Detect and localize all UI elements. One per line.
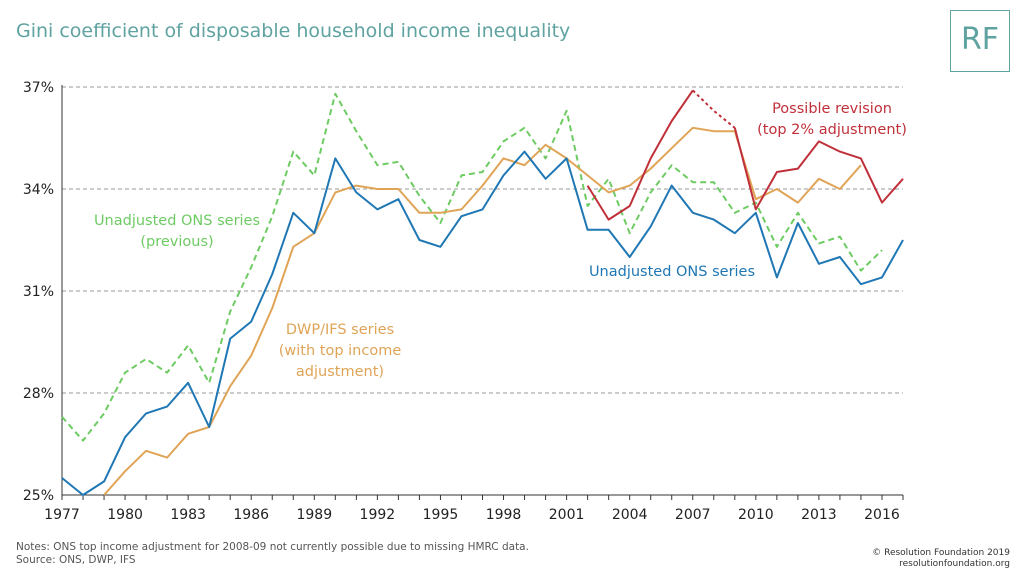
- annotation-ons: Unadjusted ONS series: [589, 264, 755, 280]
- annotation-dwp: (with top income: [279, 343, 402, 359]
- website-line: resolutionfoundation.org: [899, 559, 1010, 569]
- y-tick-label: 25%: [23, 488, 54, 504]
- annotation-revision: Possible revision: [772, 101, 892, 117]
- x-tick-label: 2010: [738, 507, 774, 523]
- x-tick-label: 1986: [233, 507, 269, 523]
- x-tick-label: 1989: [296, 507, 332, 523]
- x-tick-label: 1992: [360, 507, 396, 523]
- y-tick-label: 34%: [23, 182, 54, 198]
- notes-line: Notes: ONS top income adjustment for 200…: [16, 541, 529, 553]
- annotation-dwp: adjustment): [296, 364, 384, 380]
- x-tick-label: 1998: [486, 507, 522, 523]
- series-lines: [61, 89, 904, 496]
- x-tick-label: 2013: [801, 507, 837, 523]
- series-line-ons_prev: [61, 92, 883, 442]
- x-tick-label: 2016: [864, 507, 900, 523]
- y-tick-label: 31%: [23, 284, 54, 300]
- copyright-line: © Resolution Foundation 2019: [872, 548, 1010, 558]
- copyright: © Resolution Foundation 2019 resolutionf…: [872, 548, 1010, 570]
- gridlines: [62, 86, 903, 394]
- series-line-dwp: [103, 126, 862, 496]
- chart-title: Gini coefficient of disposable household…: [16, 20, 571, 42]
- series-line-revision: [586, 89, 694, 221]
- x-tick-label: 1983: [170, 507, 206, 523]
- chart-notes: Notes: ONS top income adjustment for 200…: [16, 541, 529, 567]
- x-tick-label: 1995: [423, 507, 459, 523]
- source-line: Source: ONS, DWP, IFS: [16, 554, 136, 566]
- series-line-ons: [61, 150, 904, 496]
- x-tick-label: 1980: [107, 507, 143, 523]
- annotation-dwp: DWP/IFS series: [286, 322, 394, 338]
- x-tick-label: 1977: [44, 507, 80, 523]
- axes: 25% 28% 31% 34% 37% 1977 1980 1983 1986 1989 1992 1…: [23, 80, 904, 523]
- annotations: Unadjusted ONS series (previous) DWP/IFS s…: [94, 101, 907, 380]
- y-tick-label: 37%: [23, 80, 54, 96]
- series-line-revision_gap: [692, 89, 736, 129]
- y-tick-label: 28%: [23, 386, 54, 402]
- rf-logo: RF: [950, 10, 1010, 72]
- series-line-revision_late: [733, 127, 904, 211]
- x-tick-label: 2001: [549, 507, 585, 523]
- x-tick-label: 2004: [612, 507, 648, 523]
- annotation-revision: (top 2% adjustment): [757, 122, 907, 138]
- annotation-ons_prev: Unadjusted ONS series: [94, 213, 260, 229]
- x-tick-label: 2007: [675, 507, 711, 523]
- annotation-ons_prev: (previous): [140, 234, 213, 250]
